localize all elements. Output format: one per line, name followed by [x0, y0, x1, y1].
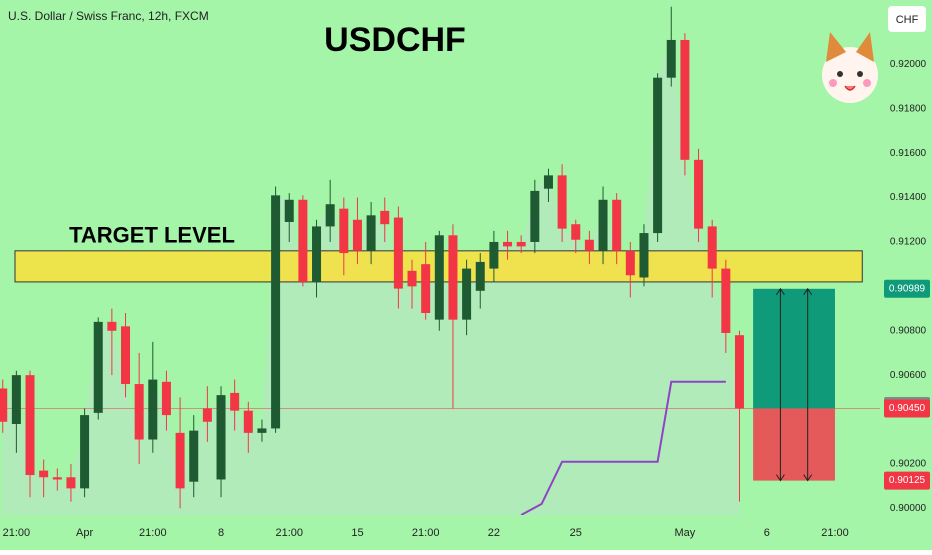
candle-body [571, 224, 581, 240]
candle-body [339, 208, 349, 254]
candle-body [503, 241, 513, 247]
y-tick-label: 0.90800 [890, 325, 927, 336]
y-tick-label: 0.90200 [890, 459, 927, 470]
candle-body [489, 241, 499, 269]
y-tick-label: 0.91400 [890, 192, 927, 203]
plot-area [0, 6, 880, 515]
candle-body [230, 392, 240, 411]
candle-body [612, 199, 622, 251]
candle-body [93, 321, 103, 413]
candle-body [0, 388, 8, 422]
candle-body [694, 159, 704, 229]
candle-body [707, 226, 717, 269]
candle-body [134, 384, 144, 440]
candle-body [393, 217, 403, 289]
loss-zone [753, 408, 835, 481]
candle-body [271, 195, 281, 429]
candle-body [52, 477, 62, 480]
candle-body [666, 39, 676, 78]
candle-body [298, 199, 308, 282]
target-zone-label: TARGET LEVEL [69, 223, 235, 248]
x-tick-label: 15 [351, 527, 363, 539]
x-tick-label: 21:00 [821, 527, 849, 539]
candle-body [189, 430, 199, 482]
symbol-header: U.S. Dollar / Swiss Franc, 12h, FXCM [8, 9, 209, 23]
x-tick-label: 21:00 [275, 527, 303, 539]
candle-body [11, 375, 21, 424]
candle-body [434, 235, 444, 320]
candle-body [653, 77, 663, 234]
candle-body [407, 270, 417, 287]
candle-body [639, 233, 649, 278]
candle-body [80, 415, 90, 489]
candle-body [66, 477, 76, 489]
chart-title: USDCHF [324, 21, 466, 59]
candle-body [366, 215, 376, 251]
candle-body [216, 395, 226, 480]
price-label: 0.90125 [889, 475, 926, 486]
price-label-box [884, 471, 930, 490]
y-tick-label: 0.90600 [890, 370, 927, 381]
candle-body [107, 321, 117, 331]
candle-body [325, 204, 335, 227]
price-label: 0.90989 [889, 283, 926, 294]
candle-body [175, 432, 185, 489]
x-tick-label: Apr [76, 527, 93, 539]
currency-button-label[interactable]: CHF [896, 14, 919, 26]
position-arrow [803, 287, 813, 482]
candle-body [680, 39, 690, 160]
candle-body [734, 335, 744, 409]
currency-button[interactable] [888, 6, 926, 32]
x-tick-label: 25 [570, 527, 582, 539]
candle-body [584, 239, 594, 251]
candle-body [557, 175, 567, 229]
x-tick-label: May [675, 527, 696, 539]
x-tick-label: 8 [218, 527, 224, 539]
candle-body [543, 175, 553, 189]
candle-body [448, 235, 458, 320]
x-tick-label: 21:00 [412, 527, 440, 539]
x-tick-label: 21:00 [139, 527, 167, 539]
candle-body [421, 264, 431, 313]
candle-body [352, 219, 362, 251]
candle-body [312, 226, 322, 282]
candle-body [380, 210, 390, 225]
candle-body [148, 379, 158, 440]
avatar [822, 32, 878, 103]
candle-body [475, 261, 485, 291]
position-arrow [775, 287, 785, 482]
price-label-box [884, 399, 930, 418]
candle-body [25, 375, 35, 476]
price-label: 0.90450 [889, 403, 926, 414]
candle-body [202, 408, 212, 422]
candle-body [121, 326, 131, 385]
y-tick-label: 0.91200 [890, 237, 927, 248]
candle-body [516, 241, 526, 247]
x-tick-label: 21:00 [3, 527, 31, 539]
candle-body [284, 199, 294, 222]
candle-body [161, 381, 171, 416]
y-tick-label: 0.91800 [890, 103, 927, 114]
y-tick-label: 0.90000 [890, 503, 927, 514]
y-tick-label: 0.91600 [890, 148, 927, 159]
candle-body [243, 410, 253, 433]
candle-body [530, 190, 540, 242]
candle-body [598, 199, 608, 251]
indicator-line [520, 380, 726, 515]
candle-body [721, 268, 731, 333]
candle-body [625, 250, 635, 276]
x-tick-label: 6 [764, 527, 770, 539]
candle-body [39, 470, 49, 478]
x-tick-label: 22 [488, 527, 500, 539]
y-tick-label: 0.92000 [890, 59, 927, 70]
candle-body [462, 268, 472, 320]
candle-body [257, 428, 267, 433]
price-label-box [884, 279, 930, 298]
profit-zone [753, 288, 835, 409]
